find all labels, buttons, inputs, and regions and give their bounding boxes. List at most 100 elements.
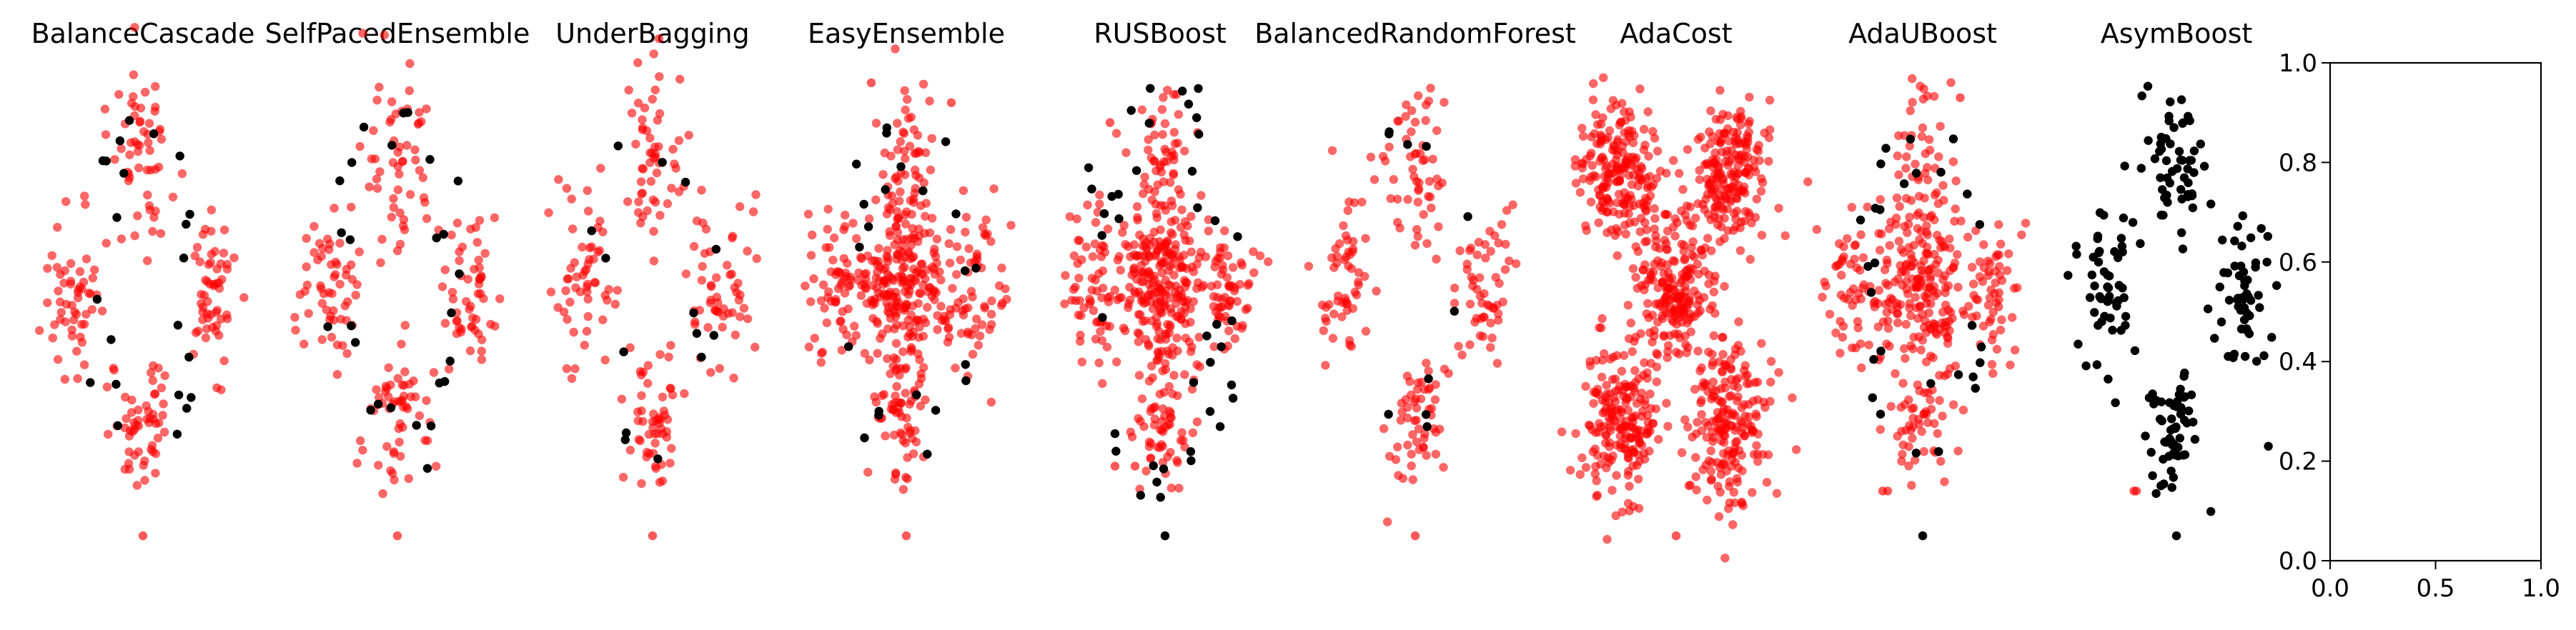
minority-point <box>1166 217 1176 226</box>
minority-point <box>356 436 365 446</box>
minority-point <box>1150 414 1160 424</box>
minority-point <box>101 130 111 139</box>
minority-point <box>655 109 665 119</box>
minority-point <box>1176 314 1187 324</box>
minority-point <box>816 358 826 367</box>
minority-point <box>1163 86 1172 95</box>
minority-point <box>1412 416 1421 425</box>
minority-point <box>1607 415 1617 424</box>
minority-point <box>1893 309 1902 319</box>
majority-point <box>2176 155 2186 165</box>
minority-point <box>1366 152 1376 162</box>
minority-point <box>981 231 991 241</box>
minority-point <box>801 281 810 291</box>
minority-point <box>1581 221 1590 231</box>
minority-point <box>1369 175 1379 184</box>
minority-point <box>1119 324 1129 333</box>
minority-point <box>1685 296 1695 306</box>
minority-point <box>1643 368 1652 378</box>
minority-point <box>1693 134 1703 144</box>
minority-point <box>1683 422 1693 432</box>
minority-point <box>1134 371 1144 380</box>
minority-point <box>56 270 65 279</box>
minority-point <box>1623 406 1633 415</box>
minority-point <box>662 427 672 436</box>
minority-point <box>389 447 399 456</box>
majority-point <box>2087 270 2096 280</box>
minority-point <box>743 246 752 256</box>
minority-point <box>1255 251 1265 261</box>
minority-point <box>201 333 211 343</box>
minority-point <box>1505 256 1514 266</box>
minority-point <box>897 430 907 439</box>
minority-point <box>905 286 914 296</box>
minority-point <box>455 256 464 266</box>
minority-point <box>1673 329 1683 339</box>
minority-point <box>909 194 918 204</box>
minority-point <box>2017 230 2026 239</box>
majority-point <box>2093 234 2102 244</box>
majority-point <box>1098 313 1107 322</box>
minority-point <box>396 451 405 461</box>
minority-point <box>663 199 673 209</box>
minority-point <box>395 419 405 429</box>
minority-point <box>1176 189 1185 199</box>
minority-point <box>613 286 622 295</box>
minority-point <box>1708 377 1718 386</box>
minority-point <box>1864 340 1873 350</box>
minority-point <box>1693 417 1702 427</box>
minority-point <box>633 58 643 67</box>
minority-point <box>372 174 382 184</box>
minority-point <box>890 324 899 334</box>
minority-point <box>1176 436 1186 445</box>
minority-point <box>1922 282 1931 292</box>
minority-point <box>932 234 942 244</box>
minority-point <box>1682 201 1692 211</box>
minority-point <box>67 325 76 334</box>
minority-point <box>1158 404 1168 414</box>
minority-point <box>1095 190 1104 200</box>
minority-point <box>1187 247 1197 256</box>
minority-point <box>1644 313 1653 322</box>
minority-point <box>1088 252 1098 261</box>
minority-point <box>871 119 881 128</box>
minority-point <box>1577 124 1587 133</box>
minority-point <box>300 286 309 296</box>
minority-point <box>1612 471 1621 480</box>
minority-point <box>654 34 664 44</box>
minority-point <box>2021 219 2031 228</box>
minority-point <box>868 281 878 290</box>
minority-point <box>925 228 935 238</box>
minority-point <box>989 184 999 194</box>
minority-point <box>1930 419 1939 429</box>
minority-point <box>466 224 475 234</box>
minority-point <box>1853 316 1863 326</box>
minority-point <box>1595 139 1605 149</box>
majority-point <box>366 406 375 415</box>
minority-point <box>1074 236 1083 245</box>
minority-point <box>1591 461 1600 471</box>
majority-point <box>2159 211 2168 220</box>
minority-point <box>440 265 450 274</box>
minority-point <box>151 469 160 478</box>
minority-point <box>1941 300 1951 310</box>
minority-point <box>1592 451 1602 460</box>
minority-point <box>1112 357 1121 366</box>
minority-point <box>1848 343 1857 353</box>
majority-point <box>2090 308 2099 317</box>
minority-point <box>1249 268 1259 277</box>
minority-point <box>1836 290 1846 300</box>
minority-point <box>97 306 107 316</box>
minority-point <box>1904 442 1913 451</box>
minority-point <box>1225 282 1234 291</box>
majority-point <box>1227 316 1237 326</box>
majority-point <box>1144 119 1154 128</box>
minority-point <box>1434 222 1443 231</box>
minority-point <box>1457 350 1467 360</box>
minority-point <box>1650 134 1660 143</box>
majority-point <box>951 209 961 219</box>
minority-point <box>1706 466 1715 476</box>
minority-point <box>1071 296 1081 306</box>
minority-point <box>81 254 91 264</box>
minority-point <box>1422 100 1431 110</box>
